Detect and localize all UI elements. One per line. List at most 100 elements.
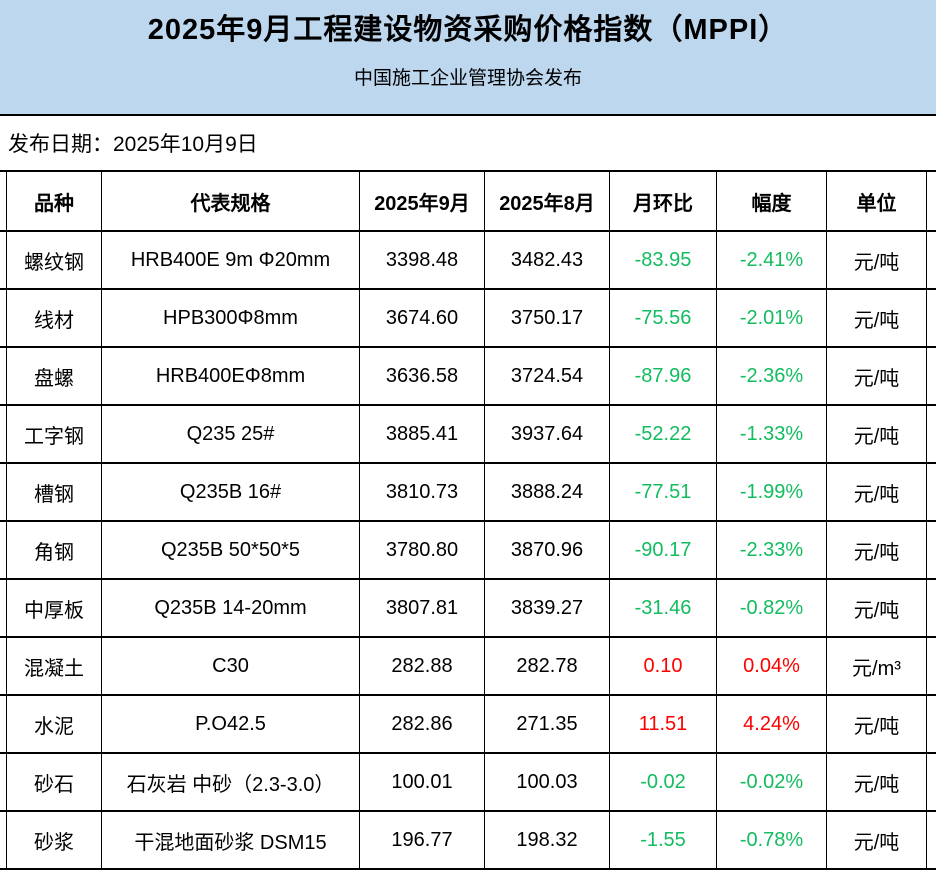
cell-change-rate: -0.82%	[717, 580, 827, 636]
cell-spec: Q235B 16#	[102, 464, 360, 520]
table-right-margin	[927, 290, 936, 346]
cell-mom-change: -31.46	[610, 580, 717, 636]
column-header-mom-change: 月环比	[610, 172, 717, 230]
cell-variety: 盘螺	[6, 348, 102, 404]
cell-previous-month: 271.35	[485, 696, 610, 752]
table-body: 螺纹钢 HRB400E 9m Φ20mm 3398.48 3482.43 -83…	[0, 232, 936, 870]
cell-current-month: 3807.81	[360, 580, 485, 636]
cell-previous-month: 3724.54	[485, 348, 610, 404]
page-subtitle: 中国施工企业管理协会发布	[353, 68, 582, 89]
cell-change-rate: -1.99%	[717, 464, 827, 520]
cell-spec: HRB400EΦ8mm	[102, 348, 360, 404]
cell-previous-month: 198.32	[485, 812, 610, 868]
cell-current-month: 100.01	[360, 754, 485, 810]
cell-variety: 混凝土	[6, 638, 102, 694]
table-right-margin	[927, 522, 936, 578]
cell-variety: 槽钢	[6, 464, 102, 520]
table-right-margin	[927, 696, 936, 752]
cell-current-month: 3780.80	[360, 522, 485, 578]
cell-mom-change: -77.51	[610, 464, 717, 520]
cell-mom-change: -75.56	[610, 290, 717, 346]
price-table: 品种 代表规格 2025年9月 2025年8月 月环比 幅度 单位 螺纹钢 HR…	[0, 172, 936, 870]
cell-mom-change: 11.51	[610, 696, 717, 752]
cell-change-rate: -1.33%	[717, 406, 827, 462]
cell-variety: 水泥	[6, 696, 102, 752]
table-right-margin	[927, 464, 936, 520]
cell-spec: 干混地面砂浆 DSM15	[102, 812, 360, 868]
table-right-margin	[927, 348, 936, 404]
table-row: 盘螺 HRB400EΦ8mm 3636.58 3724.54 -87.96 -2…	[0, 348, 936, 406]
column-header-spec: 代表规格	[102, 172, 360, 230]
cell-mom-change: -0.02	[610, 754, 717, 810]
cell-previous-month: 3870.96	[485, 522, 610, 578]
table-right-margin	[927, 172, 936, 230]
cell-previous-month: 3750.17	[485, 290, 610, 346]
cell-previous-month: 3937.64	[485, 406, 610, 462]
cell-mom-change: -90.17	[610, 522, 717, 578]
cell-previous-month: 3839.27	[485, 580, 610, 636]
cell-unit: 元/吨	[827, 580, 927, 636]
cell-change-rate: 4.24%	[717, 696, 827, 752]
table-row: 槽钢 Q235B 16# 3810.73 3888.24 -77.51 -1.9…	[0, 464, 936, 522]
publish-date-label: 发布日期：2025年10月9日	[8, 133, 258, 156]
cell-unit: 元/吨	[827, 464, 927, 520]
page-banner: 2025年9月工程建设物资采购价格指数（MPPI） 中国施工企业管理协会发布	[0, 0, 936, 116]
cell-spec: Q235B 50*50*5	[102, 522, 360, 578]
cell-change-rate: -0.02%	[717, 754, 827, 810]
cell-mom-change: 0.10	[610, 638, 717, 694]
cell-mom-change: -83.95	[610, 232, 717, 288]
cell-previous-month: 3482.43	[485, 232, 610, 288]
cell-previous-month: 100.03	[485, 754, 610, 810]
table-header-row: 品种 代表规格 2025年9月 2025年8月 月环比 幅度 单位	[0, 172, 936, 232]
cell-mom-change: -87.96	[610, 348, 717, 404]
cell-current-month: 3636.58	[360, 348, 485, 404]
column-header-unit: 单位	[827, 172, 927, 230]
cell-change-rate: 0.04%	[717, 638, 827, 694]
cell-unit: 元/吨	[827, 348, 927, 404]
cell-unit: 元/吨	[827, 754, 927, 810]
publish-date-row: 发布日期：2025年10月9日	[0, 116, 936, 172]
cell-mom-change: -1.55	[610, 812, 717, 868]
cell-variety: 线材	[6, 290, 102, 346]
table-row: 混凝土 C30 282.88 282.78 0.10 0.04% 元/m³	[0, 638, 936, 696]
cell-current-month: 282.86	[360, 696, 485, 752]
cell-unit: 元/吨	[827, 812, 927, 868]
cell-change-rate: -2.41%	[717, 232, 827, 288]
column-header-change-rate: 幅度	[717, 172, 827, 230]
cell-variety: 角钢	[6, 522, 102, 578]
page-title: 2025年9月工程建设物资采购价格指数（MPPI）	[147, 14, 789, 46]
cell-mom-change: -52.22	[610, 406, 717, 462]
cell-unit: 元/吨	[827, 522, 927, 578]
cell-variety: 工字钢	[6, 406, 102, 462]
cell-spec: 石灰岩 中砂（2.3-3.0）	[102, 754, 360, 810]
column-header-variety: 品种	[6, 172, 102, 230]
table-right-margin	[927, 812, 936, 868]
cell-unit: 元/吨	[827, 232, 927, 288]
table-row: 砂石 石灰岩 中砂（2.3-3.0） 100.01 100.03 -0.02 -…	[0, 754, 936, 812]
cell-unit: 元/吨	[827, 290, 927, 346]
cell-variety: 螺纹钢	[6, 232, 102, 288]
cell-spec: C30	[102, 638, 360, 694]
table-row: 中厚板 Q235B 14-20mm 3807.81 3839.27 -31.46…	[0, 580, 936, 638]
cell-current-month: 196.77	[360, 812, 485, 868]
cell-unit: 元/吨	[827, 406, 927, 462]
table-right-margin	[927, 580, 936, 636]
table-right-margin	[927, 754, 936, 810]
table-row: 线材 HPB300Φ8mm 3674.60 3750.17 -75.56 -2.…	[0, 290, 936, 348]
table-row: 砂浆 干混地面砂浆 DSM15 196.77 198.32 -1.55 -0.7…	[0, 812, 936, 870]
cell-variety: 砂浆	[6, 812, 102, 868]
cell-spec: Q235B 14-20mm	[102, 580, 360, 636]
cell-variety: 中厚板	[6, 580, 102, 636]
table-row: 工字钢 Q235 25# 3885.41 3937.64 -52.22 -1.3…	[0, 406, 936, 464]
cell-change-rate: -2.33%	[717, 522, 827, 578]
cell-current-month: 282.88	[360, 638, 485, 694]
cell-current-month: 3398.48	[360, 232, 485, 288]
column-header-current-month: 2025年9月	[360, 172, 485, 230]
cell-current-month: 3810.73	[360, 464, 485, 520]
table-row: 水泥 P.O42.5 282.86 271.35 11.51 4.24% 元/吨	[0, 696, 936, 754]
column-header-previous-month: 2025年8月	[485, 172, 610, 230]
cell-previous-month: 3888.24	[485, 464, 610, 520]
cell-unit: 元/吨	[827, 696, 927, 752]
cell-previous-month: 282.78	[485, 638, 610, 694]
cell-variety: 砂石	[6, 754, 102, 810]
